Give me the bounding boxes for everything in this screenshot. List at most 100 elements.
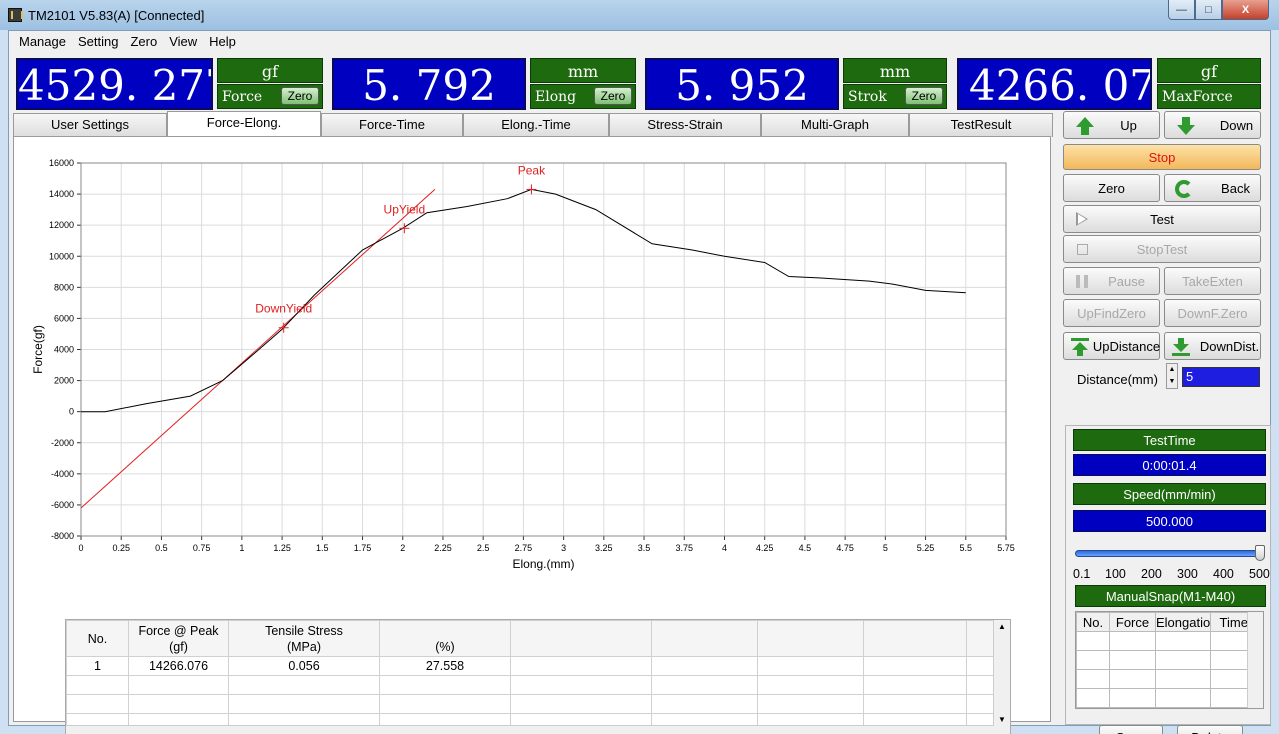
back-button[interactable]: Back — [1164, 174, 1261, 202]
elong-readout: 5. 792 — [332, 58, 526, 110]
results-vertical-scrollbar[interactable]: ▲ ▼ — [993, 620, 1010, 734]
y-tick-label: -4000 — [51, 469, 74, 479]
slider-tick: 100 — [1105, 567, 1126, 581]
y-axis-label: Force(gf) — [31, 325, 45, 374]
results-horizontal-scrollbar[interactable] — [66, 725, 994, 734]
snap-header-cell: Elongatio — [1154, 612, 1212, 632]
snap-vertical-scrollbar[interactable] — [1247, 612, 1263, 708]
tab-stress-strain[interactable]: Stress-Strain — [609, 113, 761, 137]
x-tick-label: 0.75 — [193, 543, 211, 553]
up-find-zero-button[interactable]: UpFindZero — [1063, 299, 1160, 327]
results-header-cell — [966, 620, 995, 657]
force-elong-chart: 0 0.25 0.5 0.75 1 1.25 1.5 1.75 2 2.25 2.5 2.75 3 3.2… — [31, 158, 1015, 571]
speed-value: 500.000 — [1073, 510, 1266, 532]
scroll-up-icon[interactable]: ▲ — [998, 622, 1006, 631]
down-find-zero-button[interactable]: DownF.Zero — [1164, 299, 1261, 327]
snap-cell — [1109, 688, 1156, 708]
distance-input[interactable]: 5 — [1182, 367, 1260, 387]
tab-multi-graph[interactable]: Multi-Graph — [761, 113, 909, 137]
speed-slider-thumb[interactable] — [1255, 545, 1265, 561]
x-tick-label: 1.25 — [273, 543, 291, 553]
force-elong-panel: 0 0.25 0.5 0.75 1 1.25 1.5 1.75 2 2.25 2.5 2.75 3 3.2… — [13, 136, 1051, 734]
menu-zero[interactable]: Zero — [130, 34, 158, 49]
snap-button[interactable]: Snap — [1099, 725, 1163, 734]
table-cell — [966, 656, 995, 676]
table-cell — [66, 694, 129, 714]
manual-snap-header: ManualSnap(M1-M40) — [1075, 585, 1266, 607]
menu-help[interactable]: Help — [209, 34, 236, 49]
x-tick-label: 1.75 — [354, 543, 372, 553]
annotation-label: Peak — [518, 163, 546, 177]
elong-label-box: Elong Zero — [530, 84, 636, 109]
results-table: No. Force @ Peak (gf) Tensile Stress (MPa) (%… — [65, 619, 1011, 734]
menu-manage[interactable]: Manage — [19, 34, 66, 49]
test-time-header: TestTime — [1073, 429, 1266, 451]
x-tick-label: 2 — [400, 543, 405, 553]
table-cell — [863, 694, 967, 714]
x-tick-label: 3.25 — [595, 543, 613, 553]
elong-label: Elong — [535, 89, 577, 105]
force-zero-button[interactable]: Zero — [281, 87, 319, 105]
snap-row — [1076, 631, 1258, 651]
down-button[interactable]: Down — [1164, 111, 1261, 139]
take-exten-button[interactable]: TakeExten — [1164, 267, 1261, 295]
menu-bar: Manage Setting Zero View Help — [9, 31, 1270, 53]
force-elong-curve — [81, 188, 966, 413]
table-cell — [863, 656, 967, 676]
snap-cell — [1154, 631, 1212, 651]
snap-cell — [1076, 688, 1110, 708]
table-cell — [651, 656, 758, 676]
minimize-button[interactable]: — — [1168, 0, 1195, 20]
close-button[interactable]: X — [1222, 0, 1269, 20]
snap-cell — [1109, 631, 1156, 651]
table-cell — [966, 675, 995, 695]
play-icon — [1076, 212, 1088, 226]
delete-button[interactable]: Delete — [1177, 725, 1243, 734]
pause-label: Pause — [1108, 273, 1145, 289]
table-row — [66, 675, 995, 695]
annotation-label: UpYield — [384, 202, 426, 216]
table-cell — [757, 675, 864, 695]
menu-setting[interactable]: Setting — [77, 34, 119, 49]
stop-test-button[interactable]: StopTest — [1063, 235, 1261, 263]
zero-button[interactable]: Zero — [1063, 174, 1160, 202]
tab-test-result[interactable]: TestResult — [909, 113, 1053, 137]
up-distance-button[interactable]: UpDistance — [1063, 332, 1160, 360]
stop-square-icon — [1077, 244, 1088, 255]
tab-user-settings[interactable]: User Settings — [13, 113, 167, 137]
table-row: 1 14266.076 0.056 27.558 — [66, 656, 995, 676]
elong-zero-button[interactable]: Zero — [594, 87, 632, 105]
tab-elong-time[interactable]: Elong.-Time — [463, 113, 609, 137]
pause-button[interactable]: Pause — [1063, 267, 1160, 295]
menu-view[interactable]: View — [169, 34, 198, 49]
snap-header-cell: Time — [1210, 612, 1258, 632]
table-cell — [128, 675, 229, 695]
window-title: TM2101 V5.83(A) [Connected] — [28, 8, 205, 23]
maximize-button[interactable]: □ — [1195, 0, 1222, 20]
y-tick-label: -6000 — [51, 500, 74, 510]
speed-slider-track[interactable] — [1075, 550, 1261, 557]
results-grid: No. Force @ Peak (gf) Tensile Stress (MPa) (%… — [66, 620, 995, 733]
tab-force-elong[interactable]: Force-Elong. — [167, 111, 321, 137]
tab-force-time[interactable]: Force-Time — [321, 113, 463, 137]
table-cell — [510, 675, 652, 695]
y-tick-label: 16000 — [49, 158, 74, 168]
y-tick-label: 2000 — [54, 376, 74, 386]
stroke-zero-button[interactable]: Zero — [905, 87, 943, 105]
table-cell — [651, 694, 758, 714]
test-button[interactable]: Test — [1063, 205, 1261, 233]
down-distance-button[interactable]: DownDist. — [1164, 332, 1261, 360]
slider-tick: 200 — [1141, 567, 1162, 581]
x-tick-label: 4.75 — [836, 543, 854, 553]
distance-spinner[interactable]: ▲ ▼ — [1166, 363, 1178, 389]
up-button[interactable]: Up — [1063, 111, 1160, 139]
table-cell — [228, 675, 380, 695]
force-label: Force — [222, 89, 263, 105]
scroll-down-icon[interactable]: ▼ — [998, 715, 1006, 724]
snap-cell — [1076, 650, 1110, 670]
stop-button[interactable]: Stop — [1063, 144, 1261, 170]
down-arrow-icon — [1177, 117, 1195, 135]
snap-header-cell: No. — [1076, 612, 1110, 632]
back-label: Back — [1221, 180, 1250, 196]
force-label-box: Force Zero — [217, 84, 323, 109]
